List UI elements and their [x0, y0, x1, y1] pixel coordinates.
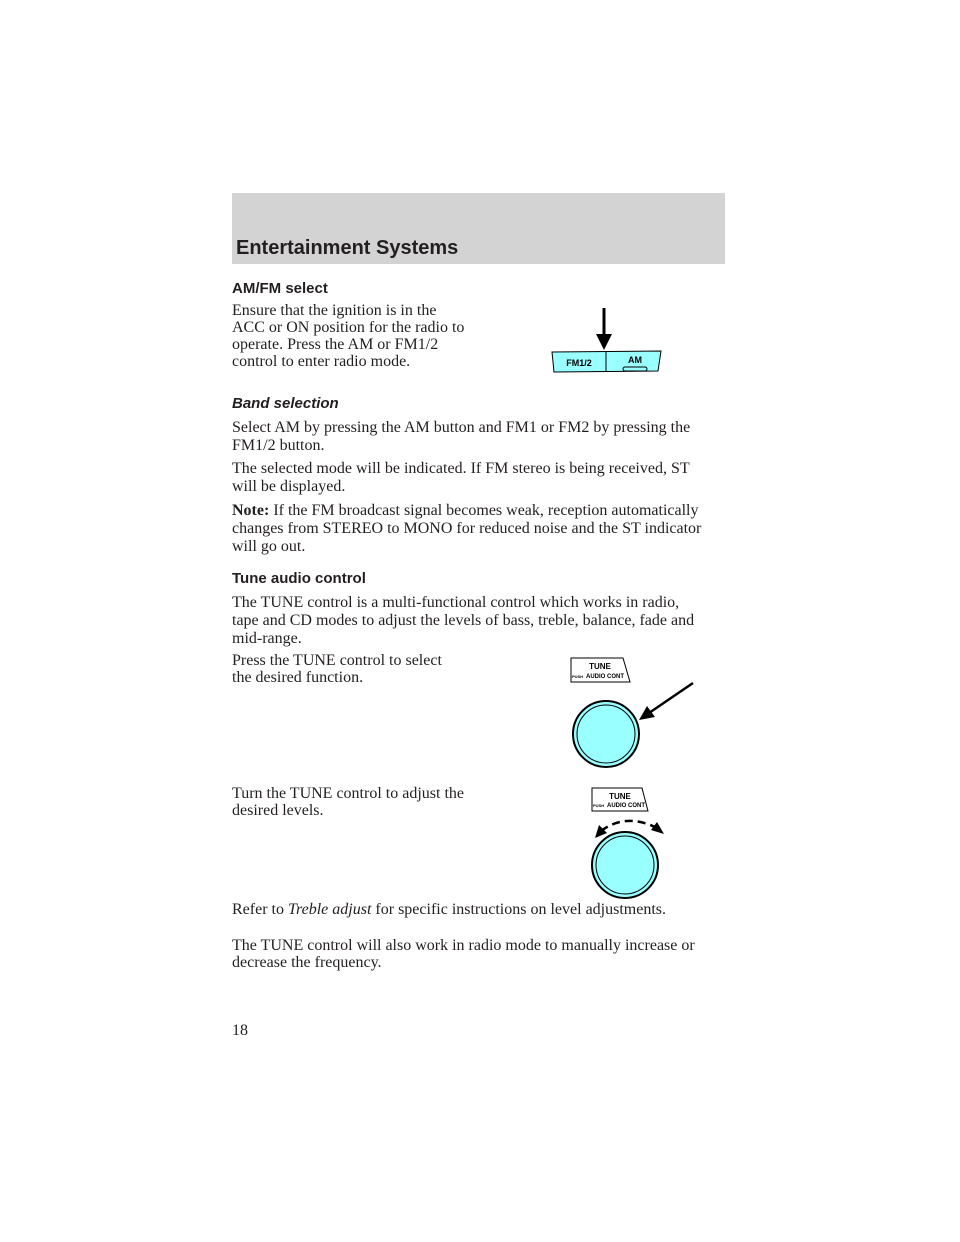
refer-paragraph: Refer to Treble adjust for specific inst… [232, 901, 667, 918]
text-line: Select AM by pressing the AM button and … [232, 419, 691, 436]
treble-adjust-reference: Treble adjust [287, 901, 372, 918]
text-line: The selected mode will be indicated. If … [232, 460, 690, 477]
svg-text:TUNE: TUNE [589, 662, 611, 671]
text-line: Note: If the FM broadcast signal becomes… [232, 502, 699, 519]
text-line: operate. Press the AM or FM1/2 [232, 336, 439, 353]
fm-button-label: FM1/2 [566, 358, 592, 368]
am-button-label: AM [628, 355, 642, 365]
note-label: Note: [232, 502, 270, 519]
text-line: FM1/2 button. [232, 437, 325, 454]
text-line: Press the TUNE control to select [232, 652, 442, 669]
text-line: tape and CD modes to adjust the levels o… [232, 612, 695, 629]
text-line: desired levels. [232, 802, 324, 819]
text-line: Turn the TUNE control to adjust the [232, 785, 464, 802]
tune-knob-push-figure: TUNE PUSH AUDIO CONT [570, 657, 694, 768]
svg-text:TUNE: TUNE [609, 792, 631, 801]
svg-text:AUDIO CONT: AUDIO CONT [607, 803, 645, 809]
svg-text:PUSH: PUSH [593, 803, 604, 808]
text-line: Ensure that the ignition is in the [232, 302, 437, 319]
svg-text:PUSH: PUSH [572, 674, 583, 679]
page-number: 18 [232, 1022, 248, 1039]
text-line: ACC or ON position for the radio to [232, 319, 465, 336]
heading-band-selection: Band selection [232, 395, 339, 412]
text-line: The TUNE control will also work in radio… [232, 937, 695, 954]
heading-tune-audio: Tune audio control [232, 570, 366, 587]
text-line: mid-range. [232, 630, 302, 647]
text-line: changes from STEREO to MONO for reduced … [232, 520, 702, 537]
text-line: will be displayed. [232, 478, 346, 495]
text-line: the desired function. [232, 669, 364, 686]
text-line: control to enter radio mode. [232, 353, 411, 370]
section-header: Entertainment Systems [232, 193, 725, 264]
text-line: decrease the frequency. [232, 954, 382, 971]
svg-text:AUDIO CONT: AUDIO CONT [586, 674, 624, 680]
heading-amfm-select: AM/FM select [232, 280, 328, 297]
tune-knob-turn-figure: TUNE PUSH AUDIO CONT [591, 787, 664, 899]
text-line: The TUNE control is a multi-functional c… [232, 594, 680, 611]
section-title: Entertainment Systems [236, 237, 459, 259]
fm-am-buttons-figure: FM1/2 AM [551, 308, 662, 373]
text-line: will go out. [232, 538, 306, 555]
